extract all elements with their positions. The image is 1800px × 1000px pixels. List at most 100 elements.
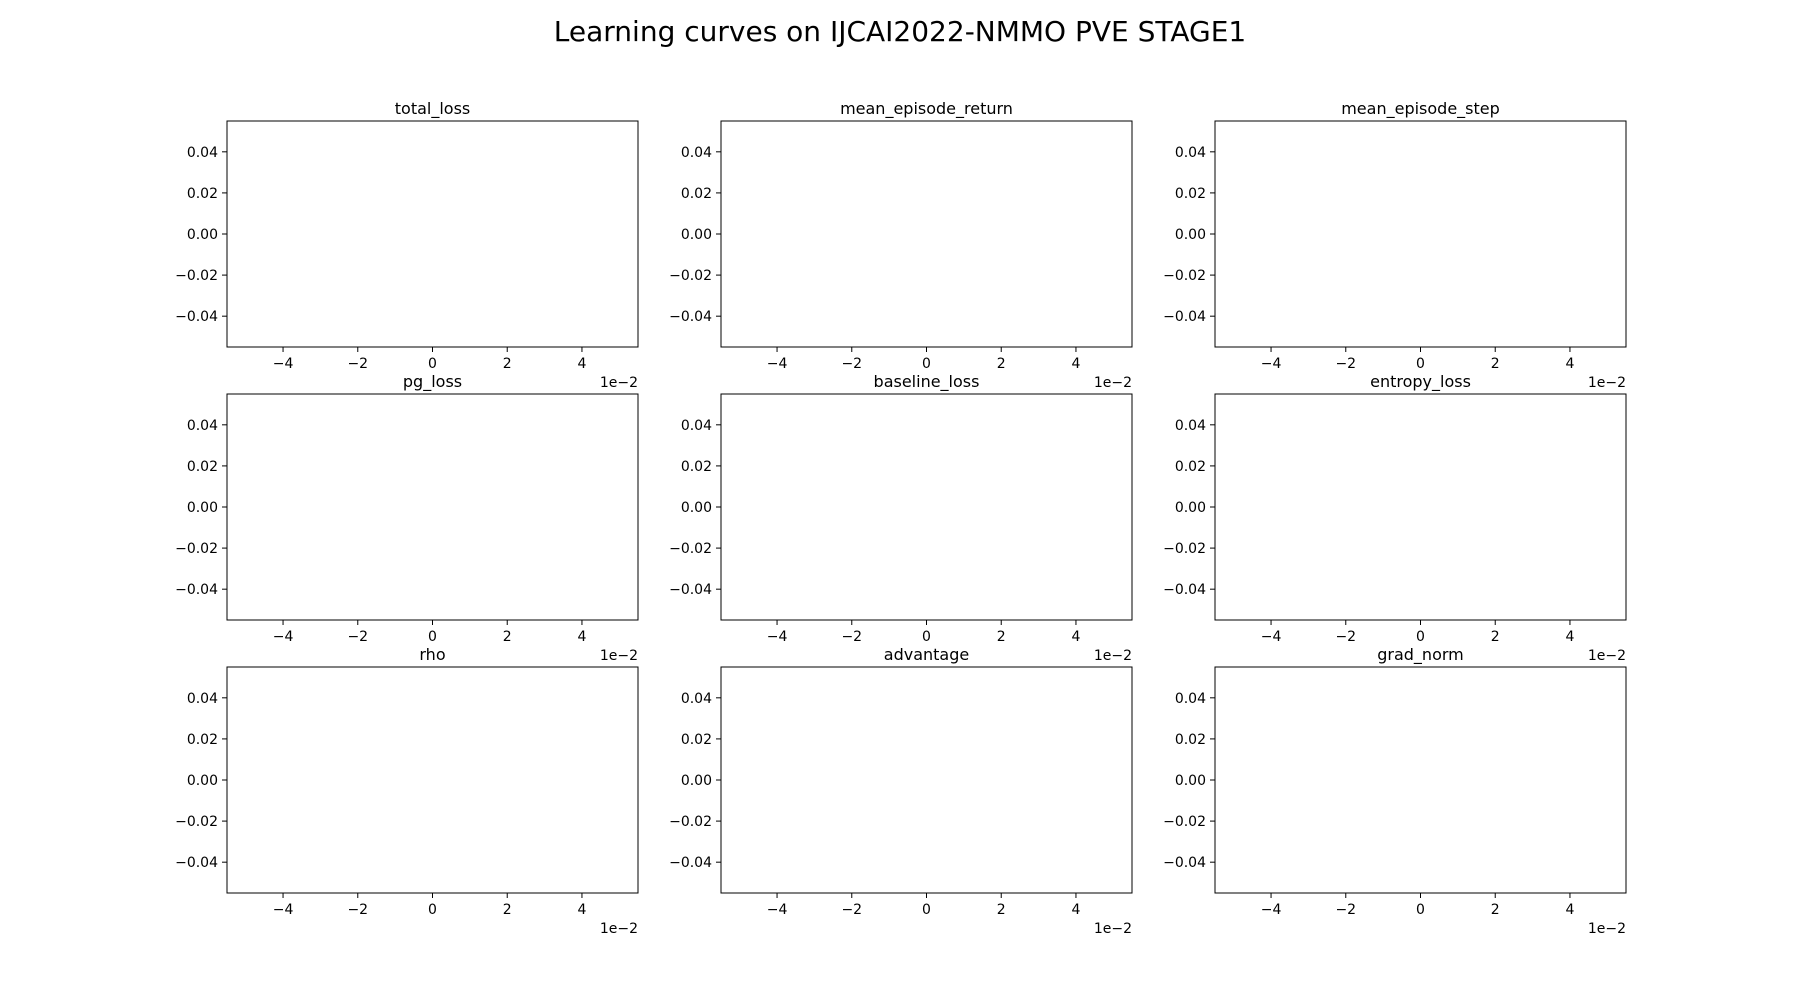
subplot-rho: rho 0.04 0.02 0.00 −0.02 −0.04 −4 −2 0 2 4 1e−2 [175, 645, 639, 937]
x-tick-label: 4 [577, 356, 586, 372]
x-tick-label: 2 [503, 356, 512, 372]
x-tick-label: 2 [503, 902, 512, 918]
x-tick-label: 2 [997, 629, 1006, 645]
x-tick-label: −2 [1335, 629, 1356, 645]
y-tick-label: 0.02 [681, 459, 712, 475]
y-tick-label: 0.00 [681, 500, 712, 516]
axes-frame [1214, 120, 1627, 348]
x-tick-label: 0 [428, 629, 437, 645]
y-tick-label: −0.04 [1163, 855, 1206, 871]
subplot-title: advantage [884, 645, 969, 664]
y-tick-label: −0.04 [175, 855, 218, 871]
subplot-title: mean_episode_return [840, 99, 1013, 119]
subplot-entropy-loss: entropy_loss 0.04 0.02 0.00 −0.02 −0.04 −4 −2 0 2… [1163, 372, 1627, 664]
subplot-title: total_loss [395, 99, 471, 119]
y-tick-label: 0.00 [1175, 773, 1206, 789]
x-offset-label: 1e−2 [600, 648, 638, 664]
y-tick-label: 0.04 [681, 418, 712, 434]
y-tick-label: 0.04 [1175, 145, 1206, 161]
x-tick-label: −2 [347, 629, 368, 645]
x-tick-label: 0 [1416, 902, 1425, 918]
y-tick-label: 0.02 [187, 732, 218, 748]
y-tick-label: 0.02 [187, 186, 218, 202]
x-tick-label: 4 [1071, 902, 1080, 918]
x-tick-label: 4 [1071, 629, 1080, 645]
y-tick-label: −0.02 [669, 541, 712, 557]
subplot-total-loss: total_loss 0.04 0.02 0.00 −0.02 −0.04 −4 −2 0 2 41… [175, 99, 639, 391]
x-tick-label: −4 [1261, 902, 1282, 918]
y-tick-label: 0.04 [1175, 691, 1206, 707]
x-tick-label: −2 [347, 902, 368, 918]
x-offset-label: 1e−2 [1588, 921, 1626, 937]
x-tick-label: −4 [273, 629, 294, 645]
subplot-title: baseline_loss [874, 372, 980, 392]
subplot-title: mean_episode_step [1341, 99, 1500, 119]
x-tick-label: −4 [1261, 629, 1282, 645]
y-tick-label: 0.02 [187, 459, 218, 475]
x-tick-label: 2 [997, 902, 1006, 918]
subplot-pg-loss: pg_loss 0.04 0.02 0.00 −0.02 −0.04 −4 −2 0 2 4 1e−2 [175, 372, 639, 664]
axes-frame [226, 393, 639, 621]
y-tick-label: −0.04 [669, 855, 712, 871]
y-tick-label: −0.04 [175, 582, 218, 598]
y-tick-label: −0.02 [1163, 541, 1206, 557]
y-tick-label: −0.04 [669, 309, 712, 325]
x-tick-label: 4 [1565, 629, 1574, 645]
axes-frame [1214, 666, 1627, 894]
x-tick-label: 4 [577, 629, 586, 645]
y-tick-label: 0.00 [187, 227, 218, 243]
y-tick-label: 0.00 [1175, 227, 1206, 243]
y-tick-label: 0.02 [681, 186, 712, 202]
x-tick-label: −2 [347, 356, 368, 372]
axes-frame [720, 666, 1133, 894]
x-tick-label: −4 [273, 902, 294, 918]
x-tick-label: 0 [1416, 356, 1425, 372]
y-tick-label: 0.00 [187, 500, 218, 516]
y-tick-label: −0.04 [1163, 582, 1206, 598]
x-tick-label: 0 [922, 629, 931, 645]
x-offset-label: 1e−2 [600, 921, 638, 937]
y-tick-label: −0.04 [175, 309, 218, 325]
x-tick-label: 0 [922, 902, 931, 918]
subplot-title: grad_norm [1377, 645, 1464, 665]
subplot-title: pg_loss [403, 372, 462, 392]
y-tick-label: 0.02 [1175, 186, 1206, 202]
axes-frame [226, 120, 639, 348]
x-tick-label: 2 [503, 629, 512, 645]
axes-frame [1214, 393, 1627, 621]
x-tick-label: 0 [428, 902, 437, 918]
x-tick-label: −2 [1335, 902, 1356, 918]
y-tick-label: 0.04 [187, 691, 218, 707]
y-tick-label: −0.02 [669, 814, 712, 830]
x-tick-label: −2 [1335, 356, 1356, 372]
subplot-advantage: advantage 0.04 0.02 0.00 −0.02 −0.04 −4 −2 0 2 4 1e… [669, 645, 1133, 937]
x-tick-label: −4 [1261, 356, 1282, 372]
x-offset-label: 1e−2 [1094, 648, 1132, 664]
x-offset-label: 1e−2 [1588, 375, 1626, 391]
y-tick-label: 0.02 [681, 732, 712, 748]
x-tick-label: −2 [841, 356, 862, 372]
y-tick-label: −0.02 [175, 541, 218, 557]
x-offset-label: 1e−2 [600, 375, 638, 391]
y-tick-label: 0.00 [681, 227, 712, 243]
y-tick-label: −0.02 [1163, 814, 1206, 830]
x-tick-label: −4 [767, 902, 788, 918]
y-tick-label: 0.04 [1175, 418, 1206, 434]
y-tick-label: −0.02 [175, 268, 218, 284]
y-tick-label: 0.02 [1175, 459, 1206, 475]
y-tick-label: −0.04 [1163, 309, 1206, 325]
y-tick-label: 0.00 [681, 773, 712, 789]
y-tick-label: 0.04 [187, 145, 218, 161]
x-tick-label: 2 [997, 356, 1006, 372]
x-tick-label: 0 [922, 356, 931, 372]
x-tick-label: 2 [1491, 356, 1500, 372]
x-tick-label: 0 [1416, 629, 1425, 645]
x-tick-label: −2 [841, 902, 862, 918]
axes-frame [720, 393, 1133, 621]
figure-title: Learning curves on IJCAI2022-NMMO PVE ST… [553, 15, 1247, 48]
subplot-mean-episode-return: mean_episode_return 0.04 0.02 0.00 −0.02 −0.0… [669, 99, 1133, 391]
axes-frame [226, 666, 639, 894]
x-tick-label: −4 [767, 356, 788, 372]
x-offset-label: 1e−2 [1094, 921, 1132, 937]
